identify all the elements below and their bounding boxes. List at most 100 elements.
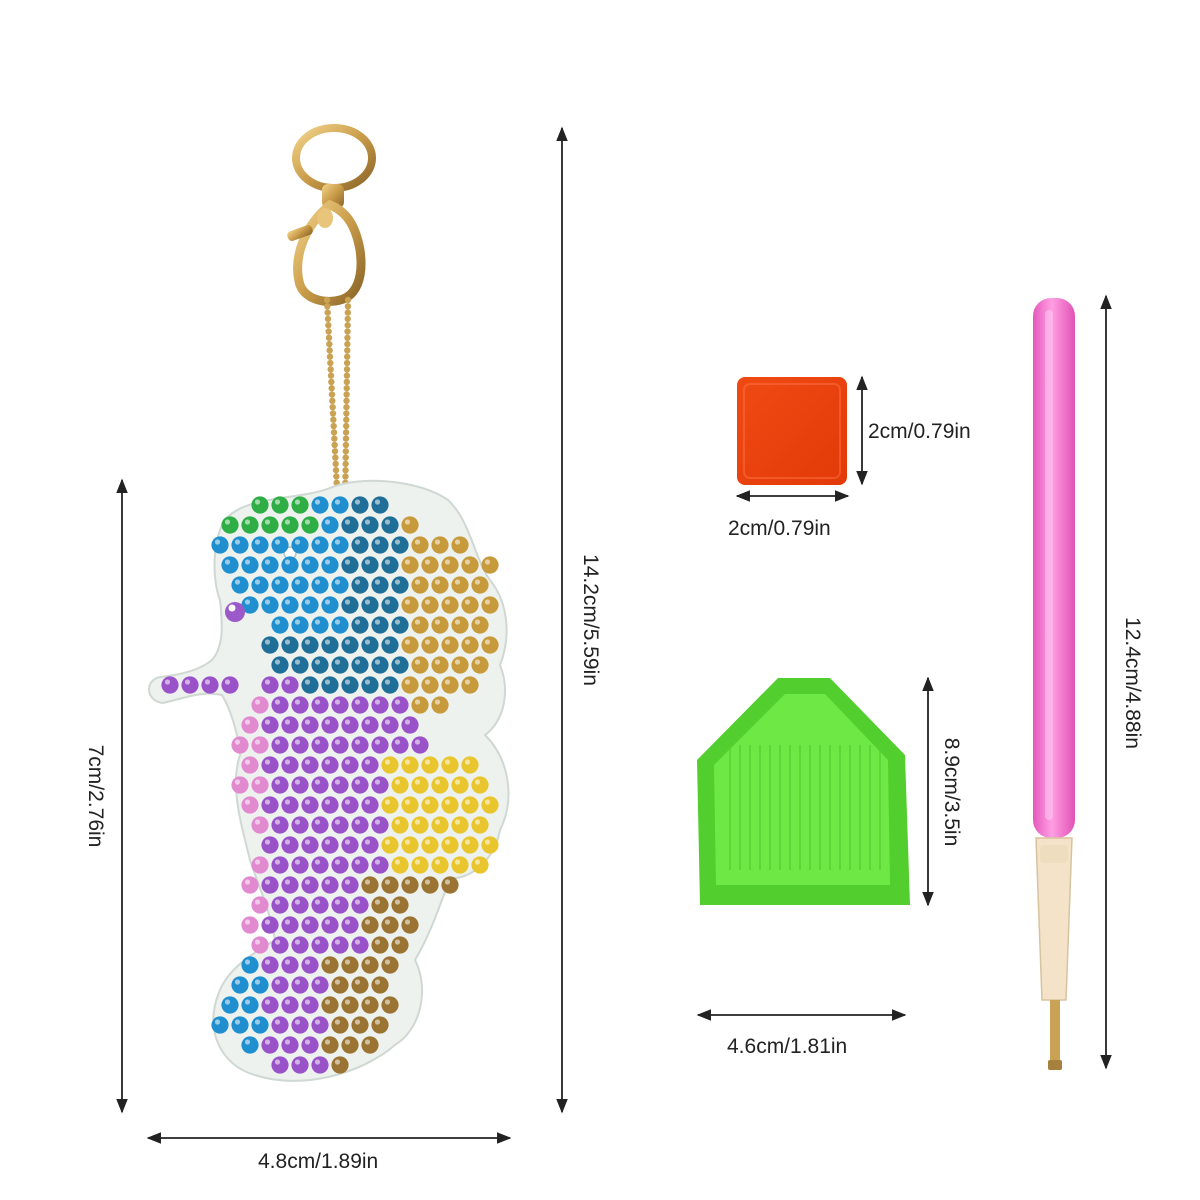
rhinestone — [301, 996, 319, 1014]
rhinestone-shine — [404, 559, 411, 565]
rhinestone — [361, 636, 379, 654]
chain-bead — [344, 322, 351, 329]
rhinestone — [291, 496, 309, 514]
rhinestone — [361, 556, 379, 574]
rhinestone-shine — [344, 559, 351, 565]
chain-bead — [327, 372, 335, 379]
rhinestone — [361, 876, 379, 894]
rhinestone-shine — [254, 819, 261, 825]
rhinestone — [261, 996, 279, 1014]
rhinestone — [271, 856, 289, 874]
rhinestone-shine — [294, 539, 301, 545]
rhinestone-shine — [394, 659, 401, 665]
rhinestone-shine — [264, 639, 271, 645]
rhinestone — [321, 596, 339, 614]
rhinestone — [441, 876, 459, 894]
rhinestone — [291, 976, 309, 994]
rhinestone-shine — [304, 599, 311, 605]
rhinestone — [341, 556, 359, 574]
rhinestone — [211, 536, 229, 554]
chain-bead — [324, 309, 331, 316]
rhinestone — [431, 696, 449, 714]
rhinestone-shine — [444, 759, 451, 765]
rhinestone-shine — [334, 659, 341, 665]
rhinestone — [471, 616, 489, 634]
chain-bead — [344, 328, 351, 335]
rhinestone — [241, 1036, 259, 1054]
chain-bead — [342, 429, 350, 436]
rhinestone-shine — [284, 879, 291, 885]
rhinestone-shine — [384, 519, 391, 525]
rhinestone — [481, 556, 499, 574]
chain-bead — [343, 366, 351, 373]
rhinestone-shine — [384, 839, 391, 845]
rhinestone — [371, 936, 389, 954]
rhinestone-shine — [304, 799, 311, 805]
rhinestone — [421, 596, 439, 614]
rhinestone-shine — [404, 599, 411, 605]
rhinestone — [371, 696, 389, 714]
rhinestone-shine — [294, 899, 301, 905]
rhinestone-shine — [284, 959, 291, 965]
seahorse-eye-shine — [228, 604, 236, 612]
rhinestone-shine — [254, 859, 261, 865]
rhinestone — [421, 876, 439, 894]
rhinestone — [451, 536, 469, 554]
rhinestone-shine — [364, 679, 371, 685]
rhinestone-shine — [354, 579, 361, 585]
rhinestone — [271, 616, 289, 634]
rhinestone — [261, 636, 279, 654]
rhinestone-shine — [364, 959, 371, 965]
rhinestone — [241, 916, 259, 934]
rhinestone — [271, 736, 289, 754]
rhinestone-shine — [264, 959, 271, 965]
rhinestone — [391, 576, 409, 594]
rhinestone — [451, 616, 469, 634]
chain-bead — [331, 448, 339, 455]
rhinestone-shine — [254, 1019, 261, 1025]
rhinestone-shine — [474, 819, 481, 825]
rhinestone — [271, 896, 289, 914]
rhinestone-shine — [344, 599, 351, 605]
rhinestone-shine — [364, 759, 371, 765]
rhinestone-shine — [414, 859, 421, 865]
rhinestone-shine — [264, 519, 271, 525]
keychain-width-label: 4.8cm/1.89in — [258, 1150, 379, 1173]
rhinestone — [251, 496, 269, 514]
rhinestone — [351, 536, 369, 554]
rhinestone-shine — [234, 779, 241, 785]
rhinestone — [321, 636, 339, 654]
chain-bead — [344, 340, 351, 348]
rhinestone-shine — [364, 879, 371, 885]
rhinestone — [251, 856, 269, 874]
rhinestone-shine — [374, 699, 381, 705]
rhinestone-shine — [274, 819, 281, 825]
rhinestone-shine — [454, 659, 461, 665]
rhinestone — [221, 556, 239, 574]
rhinestone-shine — [334, 1059, 341, 1065]
rhinestone — [281, 676, 299, 694]
rhinestone — [161, 676, 179, 694]
diamond-tray — [697, 678, 910, 905]
rhinestone — [311, 856, 329, 874]
rhinestone-shine — [334, 539, 341, 545]
rhinestone-shine — [464, 559, 471, 565]
rhinestone-shine — [334, 859, 341, 865]
rhinestone-shine — [304, 679, 311, 685]
chain-bead — [328, 378, 335, 386]
rhinestone — [421, 556, 439, 574]
rhinestone — [291, 936, 309, 954]
rhinestone — [241, 996, 259, 1014]
rhinestone-shine — [394, 739, 401, 745]
chain-bead — [332, 460, 339, 468]
rhinestone — [481, 836, 499, 854]
rhinestone-shine — [274, 619, 281, 625]
rhinestone — [251, 816, 269, 834]
rhinestone — [421, 836, 439, 854]
rhinestone-shine — [384, 879, 391, 885]
rhinestone — [481, 796, 499, 814]
rhinestone-shine — [364, 799, 371, 805]
rhinestone — [251, 776, 269, 794]
rhinestone — [411, 816, 429, 834]
rhinestone — [291, 776, 309, 794]
